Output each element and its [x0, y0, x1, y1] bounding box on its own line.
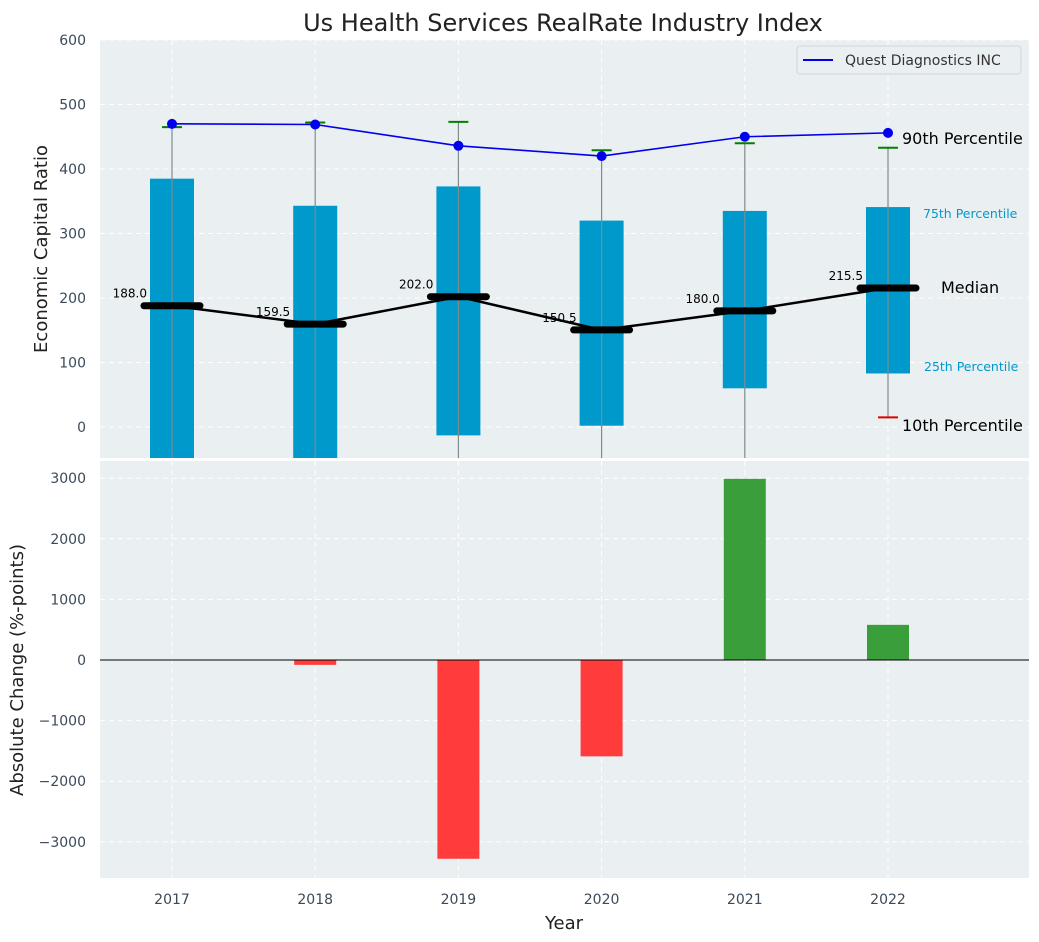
x-axis-label: Year: [544, 913, 584, 934]
bottom-panel-background: [100, 461, 1029, 878]
bottom-y-ticks: −3000 −2000 −1000 0 1000 2000 3000: [39, 471, 86, 851]
bottom-y-tick-label: −3000: [39, 835, 86, 851]
median-label-2022: 215.5: [829, 269, 863, 283]
x-tick-label-2018: 2018: [297, 892, 333, 908]
top-y-tick-label: 200: [59, 291, 86, 307]
bottom-y-axis-label: Absolute Change (%-points): [7, 544, 28, 796]
top-y-tick-label: 0: [77, 420, 86, 436]
company-line: [171, 123, 889, 157]
top-y-tick-label: 500: [59, 98, 86, 114]
annotation-90th: 90th Percentile: [902, 129, 1023, 148]
annotation-10th: 10th Percentile: [902, 416, 1023, 435]
company-point-2019: [453, 140, 464, 151]
top-y-ticks: 0 100 200 300 400 500 600: [59, 33, 86, 436]
top-y-tick-label: 600: [59, 33, 86, 49]
bottom-y-tick-label: 2000: [50, 532, 86, 548]
change-bar-2021: [723, 478, 766, 660]
chart-title: Us Health Services RealRate Industry Ind…: [303, 9, 823, 37]
company-point-2020: [596, 151, 607, 162]
median-label-2021: 180.0: [685, 292, 719, 306]
median-label-2018: 159.5: [256, 305, 290, 319]
x-tick-label-2017: 2017: [154, 892, 190, 908]
legend-box: [796, 45, 1022, 75]
bottom-y-tick-label: 1000: [50, 592, 86, 608]
change-bar-2020: [580, 660, 623, 757]
annotation-median: Median: [941, 278, 999, 297]
company-point-2017: [167, 118, 177, 129]
top-y-tick-label: 300: [59, 227, 86, 243]
change-bar-2022: [867, 624, 909, 660]
legend-label-company: Quest Diagnostics INC: [845, 53, 1001, 69]
percentile-annotations: 90th Percentile 75th Percentile Median 2…: [902, 129, 1023, 435]
bottom-y-tick-label: 0: [77, 653, 86, 669]
top-y-tick-label: 100: [59, 356, 86, 372]
x-tick-label-2021: 2021: [727, 892, 763, 908]
median-label-2017: 188.0: [113, 287, 147, 301]
x-ticks: 2017 2018 2019 2020 2021 2022: [154, 892, 906, 908]
annotation-25th: 25th Percentile: [924, 359, 1019, 374]
company-point-2022: [883, 127, 893, 138]
top-y-tick-label: 400: [59, 162, 86, 178]
median-series: 188.0 159.5 202.0 150.5 180.0 215.5: [113, 269, 920, 334]
change-bars: [294, 478, 909, 859]
median-label-2019: 202.0: [399, 278, 433, 292]
company-series: [167, 118, 893, 162]
whiskers: [162, 120, 898, 458]
change-bar-2019: [437, 660, 480, 859]
bottom-y-tick-label: −2000: [39, 774, 86, 790]
bottom-y-tick-label: 3000: [50, 471, 86, 487]
legend: Quest Diagnostics INC: [796, 45, 1022, 75]
bottom-y-tick-label: −1000: [39, 714, 86, 730]
change-bar-2018: [294, 660, 337, 665]
company-point-2021: [739, 131, 750, 142]
x-tick-label-2022: 2022: [870, 892, 906, 908]
company-point-2018: [310, 119, 321, 130]
x-tick-label-2020: 2020: [584, 892, 620, 908]
x-tick-label-2019: 2019: [441, 892, 477, 908]
annotation-75th: 75th Percentile: [923, 206, 1018, 221]
median-label-2020: 150.5: [542, 311, 576, 325]
top-y-axis-label: Economic Capital Ratio: [31, 145, 52, 353]
